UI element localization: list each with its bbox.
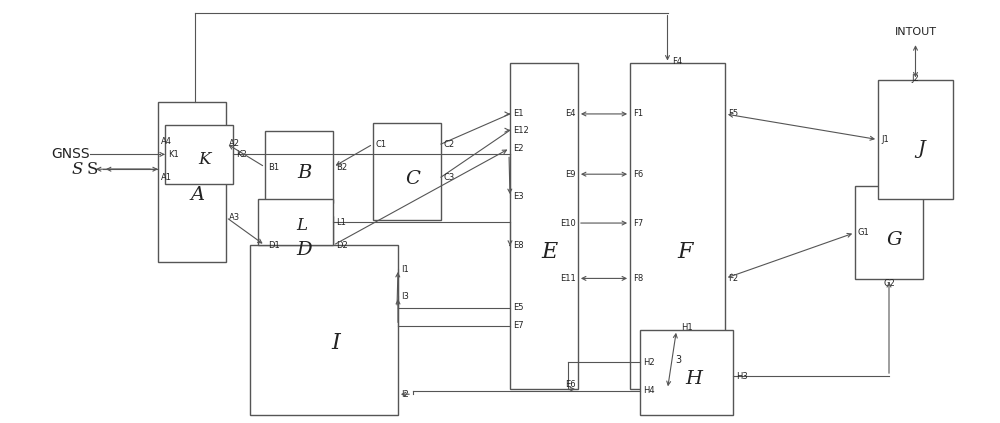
Bar [258,199,333,245]
Bar [878,80,953,199]
Bar [855,186,923,279]
Text: F1: F1 [633,110,643,118]
Text: A3: A3 [229,213,240,222]
Text: I2: I2 [401,390,409,399]
Bar [640,330,733,415]
Text: F5: F5 [728,110,738,118]
Text: H: H [685,370,702,388]
Text: A: A [190,186,205,204]
Text: F2: F2 [728,274,738,283]
Bar [265,216,333,275]
Text: K2: K2 [236,150,247,159]
Text: 3: 3 [676,354,682,365]
Text: INTOUT: INTOUT [895,27,936,37]
Text: C3: C3 [444,173,455,181]
Text: J2: J2 [912,74,919,83]
Text: L1: L1 [336,217,346,227]
Text: F4: F4 [672,57,683,66]
Text: E1: E1 [513,110,524,118]
Text: J: J [918,140,925,158]
Text: D1: D1 [268,241,280,250]
Text: E6: E6 [565,380,576,390]
Text: K1: K1 [168,150,179,159]
Text: GNSS: GNSS [51,147,90,162]
Text: H1: H1 [682,323,693,332]
Text: C: C [405,170,420,188]
Bar [630,63,725,389]
Text: F8: F8 [633,274,643,283]
Bar [165,125,233,184]
Text: E7: E7 [513,321,524,330]
Text: L: L [296,217,307,234]
Text: C1: C1 [376,140,387,148]
Text: A1: A1 [161,173,172,182]
Text: E12: E12 [513,126,529,135]
Text: E2: E2 [513,144,524,153]
Text: D: D [297,241,312,259]
Text: I1: I1 [401,264,409,274]
Text: H3: H3 [736,372,748,381]
Text: F: F [677,242,693,264]
Text: A4: A4 [161,137,172,146]
Text: E8: E8 [513,242,524,250]
Text: I: I [331,332,340,354]
Bar [250,245,398,415]
Text: E11: E11 [560,274,576,283]
Text: H4: H4 [643,386,655,396]
Text: I3: I3 [401,291,409,301]
Text: S: S [72,161,83,178]
Bar [373,123,441,220]
Text: E: E [541,242,558,264]
Text: B1: B1 [268,162,279,172]
Text: G1: G1 [858,228,870,237]
Text: J1: J1 [881,135,889,144]
Text: A2: A2 [229,139,240,148]
Text: F7: F7 [633,219,643,228]
Text: K: K [198,151,211,168]
Bar [510,63,578,389]
Bar [265,131,333,203]
Text: E4: E4 [566,110,576,118]
Text: S: S [87,161,98,178]
Text: E9: E9 [566,170,576,179]
Text: G: G [887,231,902,249]
Text: C2: C2 [444,140,455,148]
Bar [158,102,226,262]
Text: D2: D2 [336,241,348,250]
Text: B2: B2 [336,162,347,172]
Text: G2: G2 [883,279,895,288]
Text: E5: E5 [513,303,524,312]
Text: E3: E3 [513,192,524,201]
Text: F6: F6 [633,170,643,179]
Text: H2: H2 [643,357,655,367]
Text: B: B [297,164,312,182]
Text: E10: E10 [560,219,576,228]
